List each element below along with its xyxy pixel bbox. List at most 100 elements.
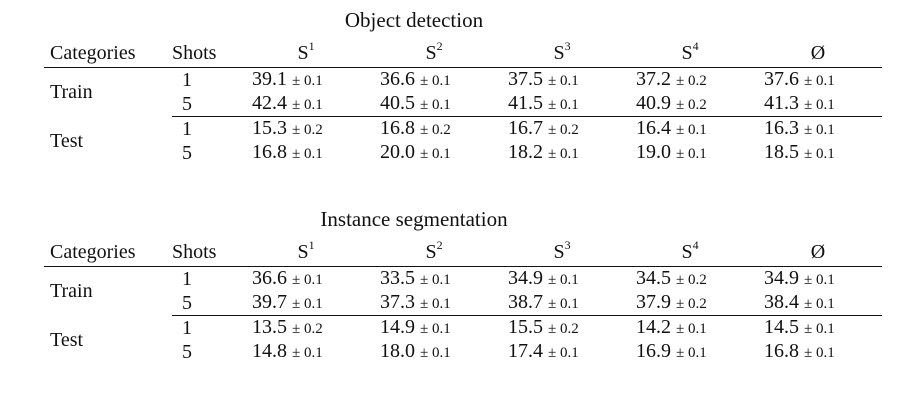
header-row: Categories Shots S1 S2 S3 S4 Ø [44,39,882,68]
value-cell: 38.4 ± 0.1 [754,291,882,316]
error: ± 0.1 [804,97,835,113]
value: 20.0 [380,141,415,163]
header-split-1-sup: 1 [308,39,315,53]
header-split-1-base: S [297,241,309,263]
error: ± 0.1 [420,345,451,361]
value-cell: 15.3 ± 0.2 [242,117,370,142]
value-cell: 39.1 ± 0.1 [242,68,370,93]
value-cell: 16.8 ± 0.1 [242,141,370,165]
header-shots: Shots [172,39,242,68]
header-split-2-base: S [425,241,437,263]
value: 38.7 [508,291,543,313]
header-split-3: S3 [498,238,626,267]
header-average: Ø [754,39,882,68]
value: 18.0 [380,340,415,362]
header-split-3: S3 [498,39,626,68]
value-cell: 42.4 ± 0.1 [242,92,370,117]
value: 37.3 [380,291,415,313]
value-cell: 16.9 ± 0.1 [626,340,754,364]
value-cell: 16.7 ± 0.2 [498,117,626,142]
value-cell: 16.4 ± 0.1 [626,117,754,142]
value-cell: 41.5 ± 0.1 [498,92,626,117]
error: ± 0.1 [420,146,451,162]
value-cell: 14.8 ± 0.1 [242,340,370,364]
error: ± 0.1 [676,146,707,162]
value-cell: 36.6 ± 0.1 [242,267,370,292]
table-caption: Object detection [344,8,484,32]
header-split-1-sup: 1 [308,238,315,252]
value: 34.5 [636,267,671,289]
group-label-test: Test [50,129,84,152]
value-cell: 14.9 ± 0.1 [370,316,498,341]
header-categories: Categories [44,238,172,267]
error: ± 0.2 [420,122,451,138]
value: 13.5 [252,316,287,338]
group-label-train: Train [50,280,93,303]
header-split-4-sup: 4 [692,238,699,252]
error: ± 0.2 [292,321,323,337]
header-row: Categories Shots S1 S2 S3 S4 Ø [44,238,882,267]
shots-cell: 5 [182,142,192,164]
header-split-2: S2 [370,238,498,267]
error: ± 0.1 [676,345,707,361]
value-cell: 36.6 ± 0.1 [370,68,498,93]
shots-cell: 5 [172,92,242,117]
error: ± 0.1 [548,272,579,288]
value-cell: 40.5 ± 0.1 [370,92,498,117]
header-split-1: S1 [242,238,370,267]
value: 40.5 [380,92,415,114]
value: 15.5 [508,316,543,338]
value: 39.7 [252,291,287,313]
value: 14.9 [380,316,415,338]
value: 34.9 [508,267,543,289]
value-cell: 17.4 ± 0.1 [498,340,626,364]
header-split-4: S4 [626,39,754,68]
header-split-1-base: S [297,42,309,64]
value: 36.6 [252,267,287,289]
error: ± 0.1 [292,73,323,89]
error: ± 0.1 [548,146,579,162]
error: ± 0.1 [676,321,707,337]
header-split-1: S1 [242,39,370,68]
error: ± 0.1 [804,272,835,288]
value-cell: 33.5 ± 0.1 [370,267,498,292]
results-table: Categories Shots S1 S2 S3 S4 Ø Train 1 3… [44,238,882,364]
error: ± 0.1 [420,272,451,288]
value-cell: 37.3 ± 0.1 [370,291,498,316]
error: ± 0.1 [292,272,323,288]
group-train: Train 1 36.6 ± 0.1 33.5 ± 0.1 34.9 ± 0.1… [44,267,882,316]
error: ± 0.1 [676,122,707,138]
error: ± 0.1 [420,97,451,113]
group-label-train: Train [50,81,93,104]
value: 33.5 [380,267,415,289]
value-cell: 14.5 ± 0.1 [754,316,882,341]
header-average: Ø [754,238,882,267]
table-row: Train 1 39.1 ± 0.1 36.6 ± 0.1 37.5 ± 0.1… [44,68,882,103]
shots-cell: 1 [182,317,192,339]
results-table: Categories Shots S1 S2 S3 S4 Ø Train 1 3… [44,39,882,165]
header-split-4-base: S [681,241,693,263]
table-row: 5 16.8 ± 0.1 20.0 ± 0.1 18.2 ± 0.1 19.0 … [44,141,882,165]
value: 40.9 [636,92,671,114]
value-cell: 34.9 ± 0.1 [498,267,626,292]
value: 14.8 [252,340,287,362]
error: ± 0.1 [548,73,579,89]
error: ± 0.2 [676,272,707,288]
table-row: 5 14.8 ± 0.1 18.0 ± 0.1 17.4 ± 0.1 16.9 … [44,340,882,364]
header-split-2: S2 [370,39,498,68]
group-train: Train 1 39.1 ± 0.1 36.6 ± 0.1 37.5 ± 0.1… [44,68,882,117]
error: ± 0.1 [420,296,451,312]
value: 39.1 [252,68,287,90]
header-split-3-base: S [553,42,565,64]
header-shots: Shots [172,238,242,267]
value: 18.5 [764,141,799,163]
value: 36.6 [380,68,415,90]
value: 14.2 [636,316,671,338]
header-split-3-base: S [553,241,565,263]
value: 37.2 [636,68,671,90]
table-row: Test 1 15.3 ± 0.2 16.8 ± 0.2 16.7 ± 0.2 … [44,117,882,152]
value: 16.7 [508,117,543,139]
value: 41.5 [508,92,543,114]
value: 38.4 [764,291,799,313]
error: ± 0.1 [420,73,451,89]
